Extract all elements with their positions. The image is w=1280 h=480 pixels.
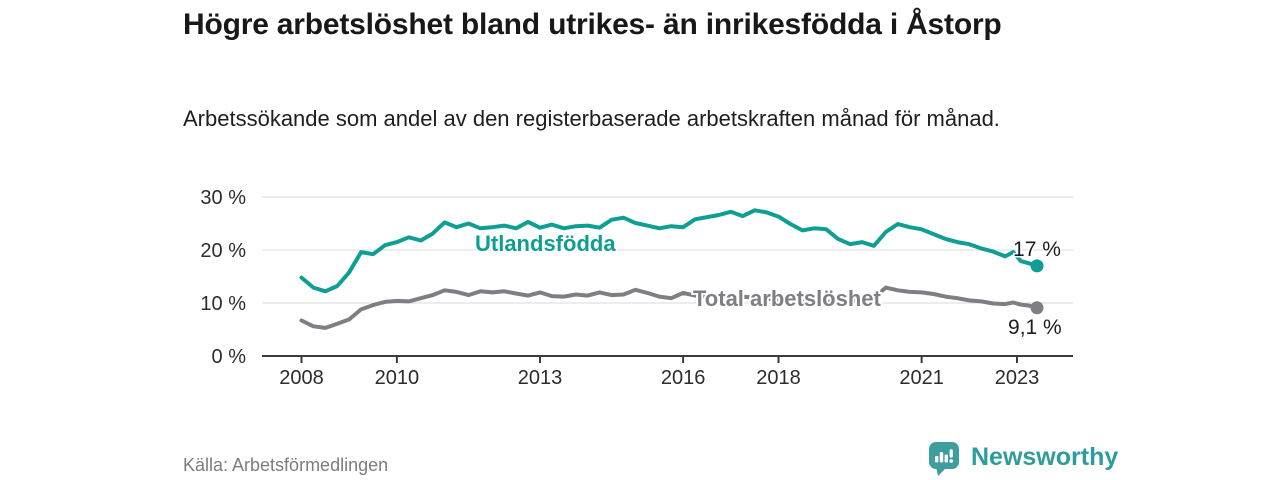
x-axis-tick-label: 2010 [375,367,420,389]
series-end-value-label: 17 % [1013,238,1061,261]
series-label: Utlandsfödda [475,231,616,256]
x-axis-tick-label: 2023 [995,367,1040,389]
x-axis-tick-label: 2018 [756,367,801,389]
x-axis-tick-label: 2008 [279,367,324,389]
newsworthy-wordmark: Newsworthy [971,443,1119,471]
newsworthy-logo: Newsworthy [928,441,1118,477]
series-line [299,208,1039,294]
series-line [299,285,1039,330]
x-axis-tick-label: 2013 [518,367,563,389]
series-end-value-label: 9,1 % [1008,316,1062,339]
chart-title: Högre arbetslöshet bland utrikes- än inr… [183,8,1002,41]
source-note: Källa: Arbetsförmedlingen [183,455,389,475]
newsworthy-logo-icon [929,442,959,476]
series-end-dot [1030,259,1044,273]
y-axis-tick-label: 0 % [212,346,247,368]
y-axis-tick-label: 20 % [200,240,246,262]
series-end-dot [1030,301,1044,315]
chart-subtitle: Arbetssökande som andel av den registerb… [183,106,1000,131]
series-label: Total arbetslöshet [693,286,882,311]
x-axis-tick-label: 2016 [661,367,706,389]
x-axis-tick-label: 2021 [899,367,944,389]
y-axis-tick-label: 10 % [200,293,246,315]
y-axis-tick-label: 30 % [200,187,246,209]
